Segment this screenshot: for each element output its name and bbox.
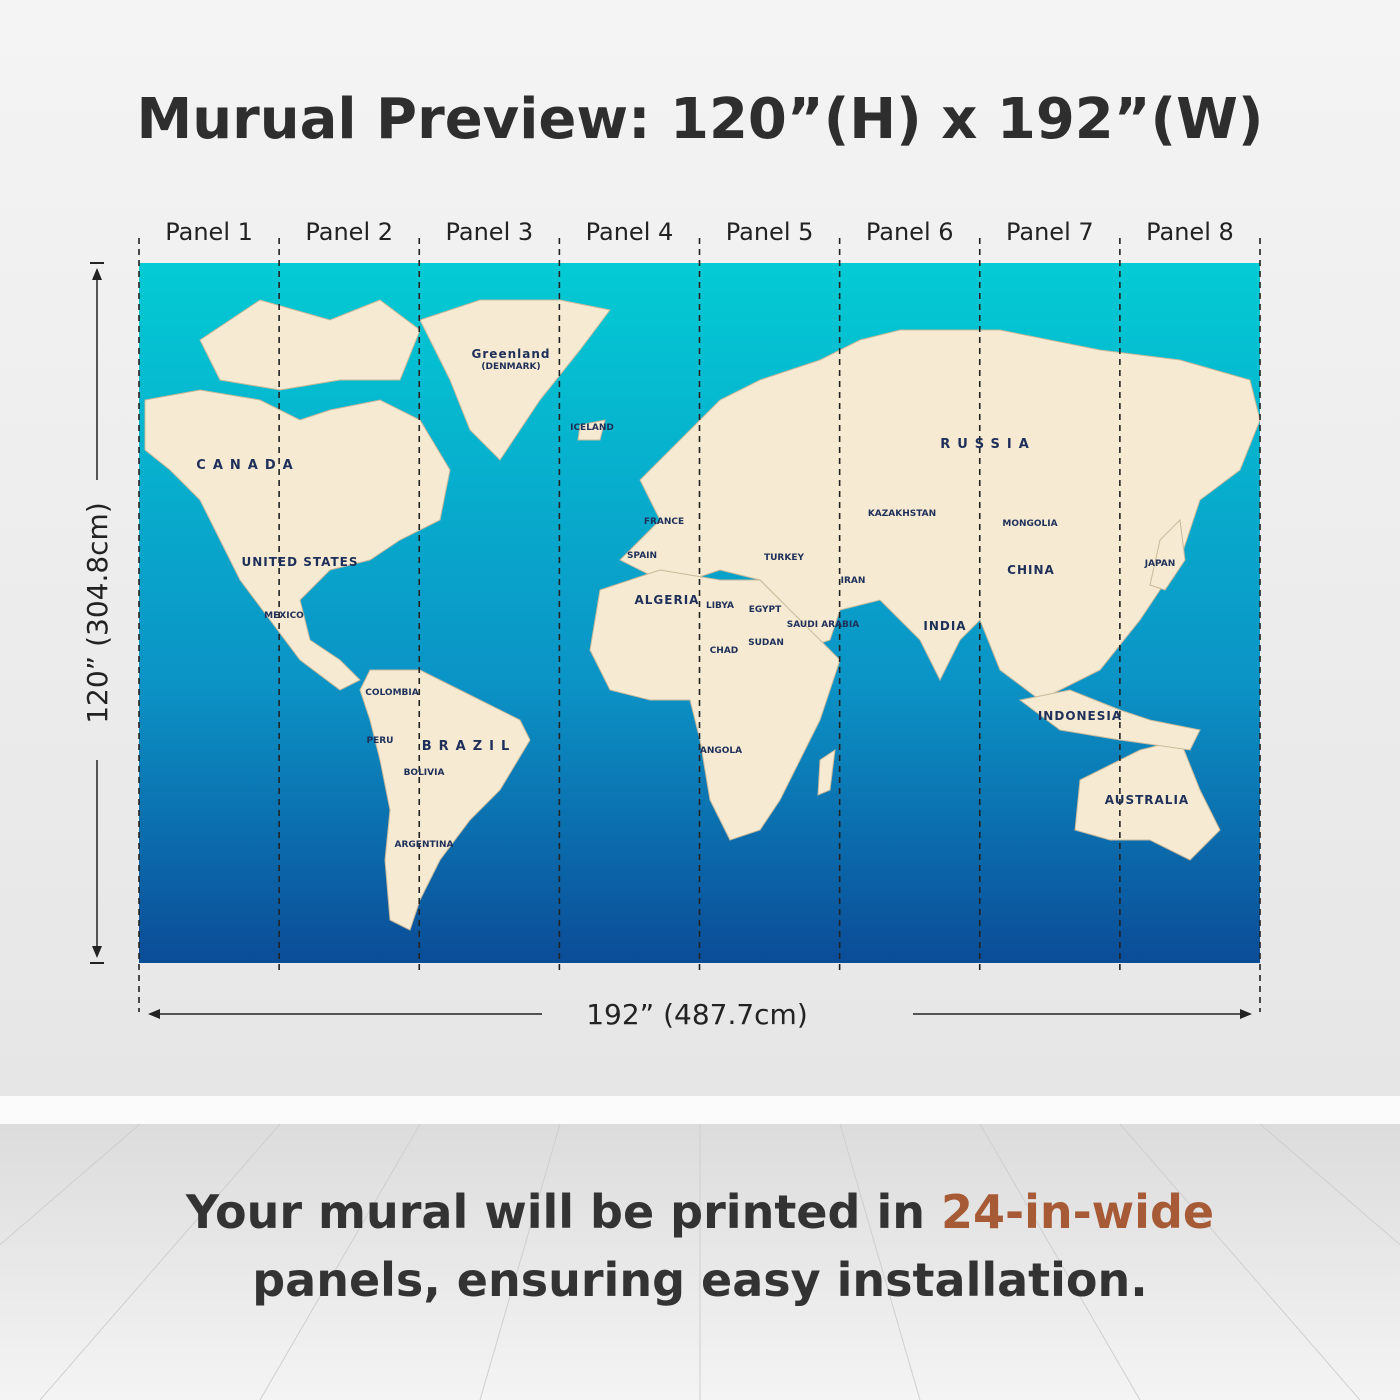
panel-label: Panel 6 [866,218,954,246]
panel-label: Panel 3 [445,218,533,246]
footer-highlight: 24-in-wide [941,1185,1214,1239]
map-label: BOLIVIA [404,768,445,778]
map-label: IRAN [841,576,866,586]
panel-label: Panel 7 [1006,218,1094,246]
panel-label: Panel 5 [726,218,814,246]
map-label: FRANCE [644,517,684,527]
map-label: INDONESIA [1038,709,1122,723]
map-label: CHAD [710,646,739,656]
map-label: UNITED STATES [241,555,358,569]
footer-text: Your mural will be printed in [185,1185,925,1239]
map-label: TURKEY [764,553,804,563]
map-label: LIBYA [706,601,734,611]
map-label: SPAIN [627,551,657,561]
map-label: Greenland [472,347,551,361]
panel-label: Panel 8 [1146,218,1234,246]
map-label: JAPAN [1144,559,1176,569]
map-label: PERU [367,736,394,746]
floor-planks [0,1123,1400,1400]
map-label: AUSTRALIA [1105,793,1189,807]
map-label: CANADA [196,458,299,473]
map-label: SUDAN [748,638,784,648]
map-label: RUSSIA [940,437,1036,452]
map-label: MEXICO [264,611,304,621]
height-label: 120” (304.8cm) [81,502,114,724]
panel-label: Panel 1 [165,218,253,246]
baseboard [0,1096,1400,1124]
map-label: ANGOLA [700,746,742,756]
map-label: ICELAND [570,423,614,433]
map-label: MONGOLIA [1002,519,1057,529]
panel-label: Panel 2 [305,218,393,246]
map-label: EGYPT [749,605,782,615]
height-dimension [90,262,104,964]
title: Murual Preview: 120”(H) x 192”(W) [136,87,1263,152]
panel-dividers [138,238,1261,1012]
map-label: CHINA [1007,563,1055,577]
width-label: 192” (487.7cm) [586,998,808,1031]
panel-label: Panel 4 [586,218,674,246]
map-label: (DENMARK) [481,362,540,372]
continents [144,299,1261,931]
map-label: COLOMBIA [365,688,418,698]
map-label: BRAZIL [422,739,517,754]
map-label: SAUDI ARABIA [787,620,860,630]
map-label: INDIA [923,619,966,633]
map-label: ALGERIA [635,593,700,607]
footer-line-1: Your mural will be printed in 24-in-wide [185,1185,1214,1239]
map-label: KAZAKHSTAN [868,509,936,519]
map-label: ARGENTINA [395,840,454,850]
footer-line-2: panels, ensuring easy installation. [252,1253,1147,1307]
width-dimension [148,1009,1252,1019]
